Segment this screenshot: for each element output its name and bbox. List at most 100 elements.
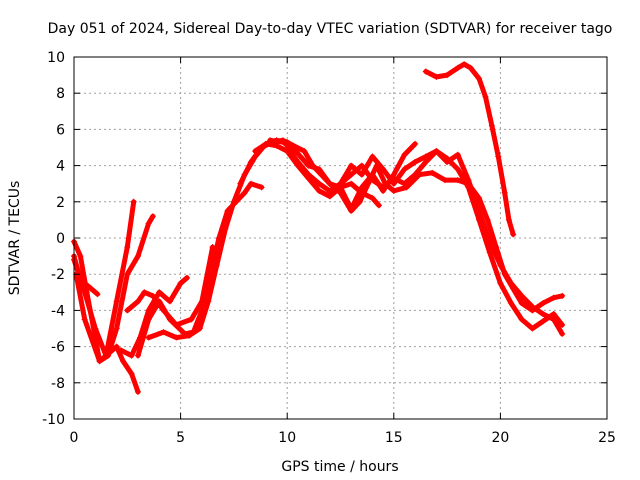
data-point [529,303,536,310]
data-point [284,144,291,151]
data-point [497,280,504,287]
data-point [88,285,95,292]
data-point [294,158,301,165]
data-point [422,158,429,165]
data-point [145,316,152,323]
y-axis-title: SDTVAR / TECUs [7,181,23,296]
data-point [166,316,173,323]
data-point [518,316,525,323]
y-tick-label: 2 [56,195,65,211]
data-point [145,334,152,341]
x-tick-label: 25 [598,430,616,446]
data-point [113,343,120,350]
data-point [128,352,135,359]
data-point [390,180,397,187]
data-point [365,180,372,187]
data-point [81,316,88,323]
data-point [96,358,103,365]
data-point [117,347,124,354]
data-point [348,180,355,187]
data-point [559,330,566,337]
data-point [337,189,344,196]
data-point [301,148,308,155]
y-tick-label: 10 [47,50,65,66]
data-point [412,158,419,165]
data-point [348,207,355,214]
data-point [77,276,84,283]
grid [74,57,607,419]
data-point [454,151,461,158]
data-point [476,207,483,214]
data-point [454,166,461,173]
data-point [247,158,254,165]
data-point [94,291,101,298]
x-tick-label: 20 [491,430,509,446]
data-point [279,139,286,146]
data-point [550,316,557,323]
series-track-g [135,181,265,359]
data-point [476,75,483,82]
data-point [113,298,120,305]
data-point [422,153,429,160]
data-point [130,198,137,205]
y-tick-label: 8 [56,86,65,102]
data-point [433,148,440,155]
x-axis-title: GPS time / hours [281,459,398,475]
data-point [550,294,557,301]
series-layer [71,61,566,395]
data-point [124,271,131,278]
data-point [316,187,323,194]
data-point [237,180,244,187]
data-point [258,184,265,191]
data-point [149,292,156,299]
x-tick-label: 0 [70,430,79,446]
data-point [134,298,141,305]
data-point [482,93,489,100]
data-point [241,189,248,196]
data-point [134,352,141,359]
data-point [518,292,525,299]
data-point [401,180,408,187]
data-point [429,169,436,176]
data-point [183,274,190,281]
data-point [510,231,517,238]
data-point [467,64,474,71]
data-point [77,253,84,260]
data-point [401,166,408,173]
x-tick-label: 5 [176,430,185,446]
data-point [134,388,141,395]
data-point [369,195,376,202]
data-point [305,171,312,178]
data-point [156,289,163,296]
data-point [213,262,220,269]
data-point [358,171,365,178]
data-point [267,137,274,144]
data-point [518,300,525,307]
data-point [230,198,237,205]
y-tick-label: 6 [56,122,65,138]
x-tick-label: 10 [278,430,296,446]
data-point [326,180,333,187]
data-point [196,325,203,332]
data-point [380,166,387,173]
data-point [120,358,127,365]
series-track-m [338,148,565,337]
data-point [540,311,547,318]
data-point [488,122,495,129]
data-point [177,280,184,287]
series-track-h [146,137,299,341]
data-point [508,280,515,287]
data-point [444,72,451,79]
data-point [508,300,515,307]
data-point [529,325,536,332]
data-point [401,151,408,158]
data-point [337,180,344,187]
data-point [444,158,451,165]
data-point [356,198,363,205]
data-point [262,140,269,147]
data-point [92,325,99,332]
data-point [454,64,461,71]
data-point [326,187,333,194]
x-tick-label: 15 [385,430,403,446]
